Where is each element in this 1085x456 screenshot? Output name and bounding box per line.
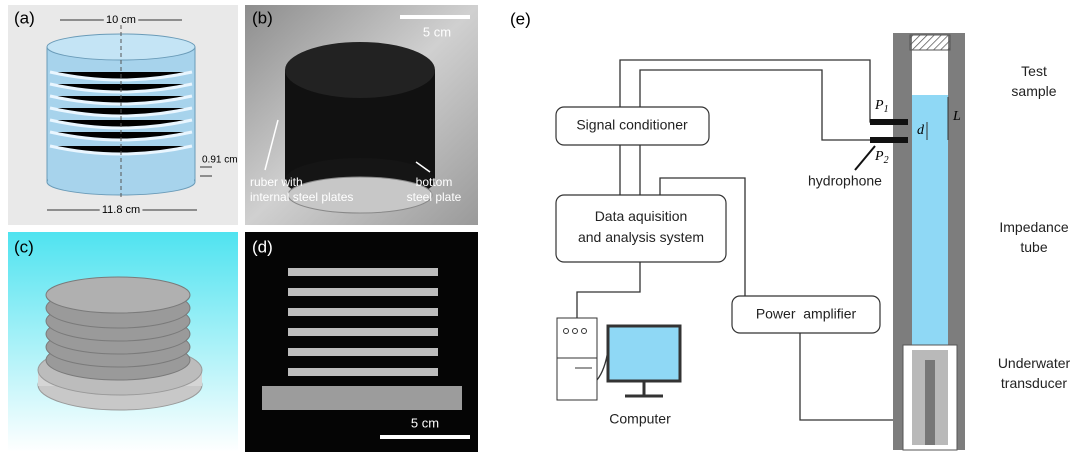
hydrophone bbox=[870, 119, 908, 125]
scale-label: 5 cm bbox=[423, 24, 451, 39]
panel-label: (a) bbox=[14, 8, 35, 27]
hydrophone bbox=[870, 137, 908, 143]
panel-a: (a) 10 cm 0.91 cm 11.8 cm bbox=[8, 5, 238, 225]
computer-label: Computer bbox=[609, 411, 671, 427]
box-label: Power amplifier bbox=[756, 306, 857, 322]
panel-bg bbox=[245, 232, 478, 452]
panel-label: (e) bbox=[510, 9, 531, 28]
d-label: d bbox=[917, 123, 925, 138]
panel-label: (c) bbox=[14, 237, 34, 256]
panel-d: (d) 5 cm bbox=[245, 232, 478, 452]
panel-label: (d) bbox=[252, 237, 273, 256]
dim-label: 0.91 cm bbox=[202, 155, 238, 166]
scale-label: 5 cm bbox=[411, 415, 439, 430]
ct-base bbox=[262, 386, 462, 410]
computer-icon bbox=[557, 318, 680, 400]
p1-label: P1 bbox=[874, 98, 889, 115]
dim-label: 11.8 cm bbox=[102, 204, 140, 216]
l-label: L bbox=[952, 109, 961, 124]
box-label: Signal conditioner bbox=[576, 117, 688, 133]
label: hydrophone bbox=[808, 173, 882, 189]
test-sample bbox=[910, 35, 950, 50]
rubber-top bbox=[285, 42, 435, 98]
p2-label: P2 bbox=[874, 149, 889, 166]
panel-label: (b) bbox=[252, 8, 273, 27]
figure: (a) 10 cm 0.91 cm 11.8 cm (b) 5 cm ruber… bbox=[0, 0, 1085, 456]
panel-c: (c) bbox=[8, 232, 238, 452]
dim-label: 10 cm bbox=[106, 14, 136, 26]
